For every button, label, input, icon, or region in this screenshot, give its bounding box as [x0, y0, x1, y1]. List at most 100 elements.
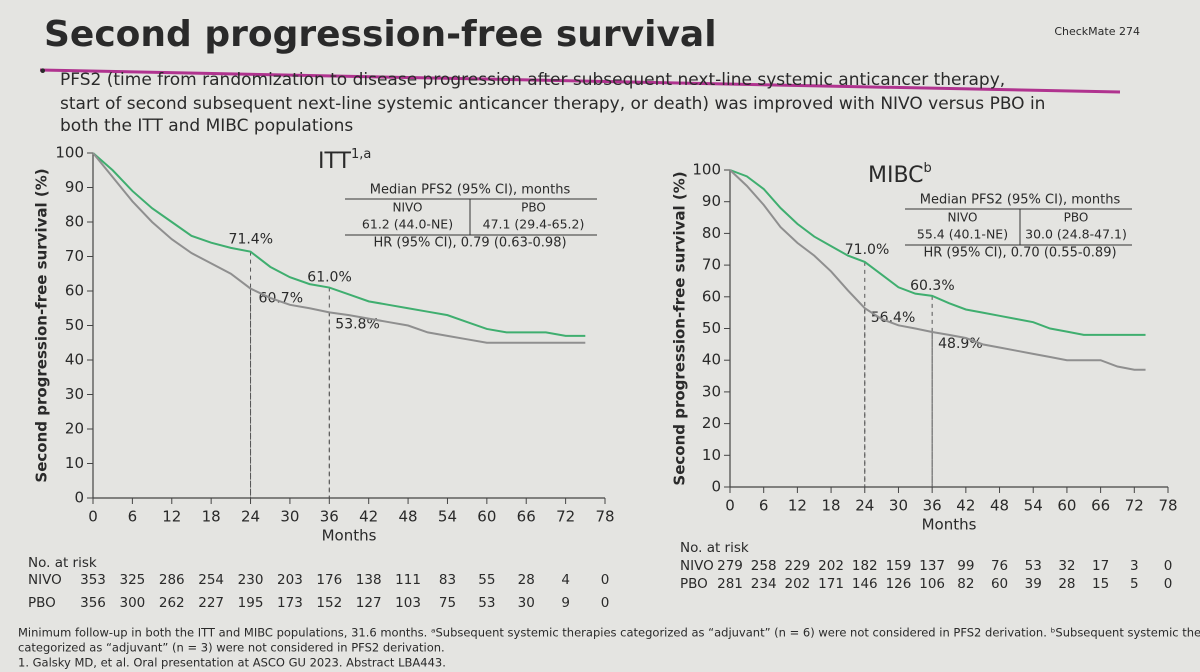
risk-value: 262 [159, 595, 185, 611]
x-tick-label: 42 [359, 508, 378, 526]
survival-curve [729, 169, 1146, 371]
risk-value: 39 [1025, 576, 1042, 592]
median-value: 47.1 (29.4-65.2) [483, 217, 585, 232]
annotation-label: 60.7% [259, 291, 303, 307]
y-tick-label: 40 [702, 351, 721, 369]
x-tick-label: 6 [759, 497, 769, 515]
x-tick-label: 24 [241, 508, 260, 526]
footnote: 1. Galsky MD, et al. Oral presentation a… [18, 656, 446, 670]
risk-value: 159 [886, 558, 912, 574]
chart-title-sup: b [924, 161, 932, 176]
risk-value: 173 [277, 595, 303, 611]
x-tick-label: 72 [1125, 497, 1144, 515]
risk-title: No. at risk [680, 540, 749, 556]
x-tick-label: 24 [855, 497, 874, 515]
risk-value: 146 [852, 576, 878, 592]
risk-value: 203 [277, 572, 303, 588]
x-tick-label: 6 [128, 508, 138, 526]
y-tick-label: 40 [65, 351, 84, 369]
risk-value: 111 [395, 572, 421, 588]
y-tick-label: 10 [702, 446, 721, 464]
y-tick-label: 60 [65, 282, 84, 300]
risk-value: 356 [80, 595, 106, 611]
risk-value: 195 [238, 595, 264, 611]
median-header: NIVO [393, 201, 423, 215]
y-tick-label: 0 [74, 489, 84, 507]
risk-value: 30 [518, 595, 535, 611]
x-tick-label: 30 [280, 508, 299, 526]
survival-curve [92, 152, 586, 344]
y-tick-label: 20 [702, 414, 721, 432]
x-tick-label: 78 [595, 508, 614, 526]
slide-title: Second progression-free survival [44, 14, 717, 55]
y-tick-label: 50 [702, 319, 721, 337]
y-tick-label: 80 [702, 224, 721, 242]
y-tick-label: 60 [702, 287, 721, 305]
risk-value: 0 [601, 595, 610, 611]
y-axis-label: Second progression-free survival (%) [33, 168, 51, 482]
risk-value: 60 [991, 576, 1008, 592]
risk-value: 28 [518, 572, 535, 588]
footnote: Minimum follow-up in both the ITT and MI… [18, 626, 1200, 640]
annotation-label: 61.0% [307, 270, 351, 286]
risk-value: 32 [1058, 558, 1075, 574]
chart-title-text: ITT [318, 149, 352, 174]
y-tick-label: 90 [702, 192, 721, 210]
risk-value: 152 [316, 595, 342, 611]
risk-value: 5 [1130, 576, 1139, 592]
risk-value: 0 [1164, 576, 1173, 592]
risk-value: 127 [356, 595, 382, 611]
annotation-label: 56.4% [871, 310, 915, 326]
risk-value: 281 [717, 576, 743, 592]
y-tick-label: 100 [55, 144, 84, 162]
bullet-line: PFS2 (time from randomization to disease… [60, 70, 1005, 90]
badge: CheckMate 274 [1054, 25, 1140, 38]
y-tick-label: 100 [692, 161, 721, 179]
x-tick-label: 60 [477, 508, 496, 526]
annotation-label: 60.3% [910, 278, 954, 294]
risk-value: 83 [439, 572, 456, 588]
y-tick-label: 80 [65, 213, 84, 231]
x-tick-label: 36 [923, 497, 942, 515]
x-tick-label: 42 [956, 497, 975, 515]
x-tick-label: 48 [990, 497, 1009, 515]
y-tick-label: 90 [65, 178, 84, 196]
risk-value: 229 [784, 558, 810, 574]
risk-value: 254 [198, 572, 224, 588]
risk-value: 76 [991, 558, 1008, 574]
x-tick-label: 30 [889, 497, 908, 515]
risk-value: 82 [957, 576, 974, 592]
risk-value: 325 [119, 572, 145, 588]
x-tick-label: 48 [399, 508, 418, 526]
x-tick-label: 0 [725, 497, 735, 515]
y-tick-label: 20 [65, 420, 84, 438]
annotation-label: 71.4% [229, 232, 273, 248]
risk-value: 230 [238, 572, 264, 588]
risk-value: 0 [1164, 558, 1173, 574]
risk-value: 103 [395, 595, 421, 611]
y-tick-label: 10 [65, 454, 84, 472]
y-tick-label: 30 [65, 385, 84, 403]
risk-value: 182 [852, 558, 878, 574]
risk-value: 106 [919, 576, 945, 592]
risk-value: 55 [478, 572, 495, 588]
risk-row-label: NIVO [28, 572, 62, 588]
risk-value: 234 [751, 576, 777, 592]
risk-value: 75 [439, 595, 456, 611]
chart-title: ITT1,a [318, 147, 371, 175]
survival-curve [729, 169, 1146, 336]
x-tick-label: 60 [1057, 497, 1076, 515]
annotation-label: 71.0% [845, 242, 889, 258]
risk-value: 53 [478, 595, 495, 611]
x-tick-label: 18 [202, 508, 221, 526]
median-header: PBO [521, 201, 546, 215]
risk-value: 202 [784, 576, 810, 592]
median-header: NIVO [948, 211, 978, 225]
annotation-label: 53.8% [335, 316, 379, 332]
median-title: Median PFS2 (95% CI), months [370, 183, 571, 198]
y-tick-label: 0 [711, 478, 721, 496]
risk-value: 138 [356, 572, 382, 588]
hazard-ratio: HR (95% CI), 0.70 (0.55-0.89) [923, 246, 1116, 261]
chart-title-sup: 1,a [351, 147, 371, 162]
risk-value: 227 [198, 595, 224, 611]
